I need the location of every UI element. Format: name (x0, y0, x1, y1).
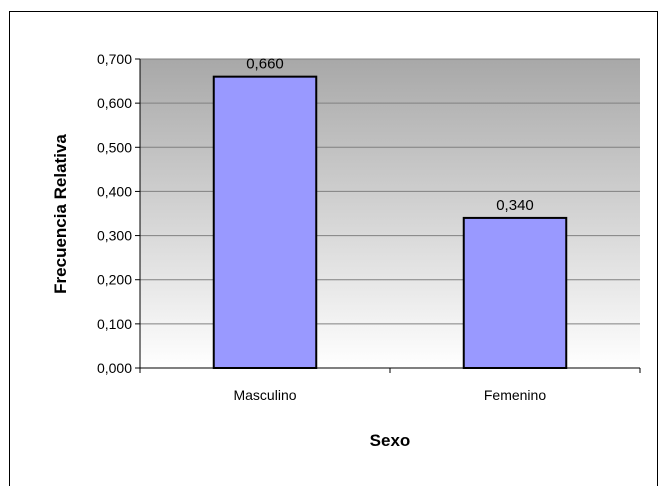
y-tick-label: 0,400 (97, 183, 132, 199)
y-tick-label: 0,600 (97, 95, 132, 111)
bar-value-label: 0,660 (246, 56, 284, 73)
y-axis-title: Frecuencia Relativa (51, 134, 70, 294)
y-tick-label: 0,300 (97, 228, 132, 244)
y-tick-label: 0,000 (97, 360, 132, 376)
bar (212, 75, 318, 370)
bar-value-label: 0,340 (496, 197, 534, 214)
x-tick-label: Masculino (233, 387, 296, 403)
y-tick-label: 0,200 (97, 272, 132, 288)
y-tick-label: 0,700 (97, 51, 132, 67)
bar (462, 216, 568, 369)
y-tick-label: 0,100 (97, 316, 132, 332)
x-tick-label: Femenino (484, 387, 546, 403)
y-tick-label: 0,500 (97, 139, 132, 155)
x-axis-title: Sexo (370, 431, 411, 450)
